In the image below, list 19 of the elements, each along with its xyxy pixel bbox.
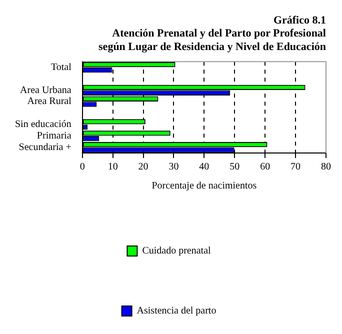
legend-label: Cuidado prenatal [142,246,212,257]
x-tick-label: 60 [260,162,270,173]
x-tick-label: 30 [168,162,179,173]
x-tick-label: 80 [321,162,331,173]
x-tick-label: 50 [230,162,240,173]
y-tick-label: Area Urbana [20,84,72,96]
legend-label: Asistencia del parto [136,306,216,317]
x-tick-label: 0 [80,162,85,173]
chart-title: Gráfico 8.1 Atención Prenatal y del Parto por Profesional según Lugar de Residencia y Nivel de Educación [98,14,326,53]
x-tick-label: 70 [290,162,301,173]
y-tick-label: Total [50,62,72,73]
y-tick-label: Primaria [36,130,72,142]
x-tick-label: 20 [138,162,148,173]
y-tick-label: Secundaria + [18,142,72,153]
x-tick-label: 40 [199,162,210,173]
y-tick-label: Sin educación [14,119,72,130]
x-axis-title: Porcentaje de nacimientos [152,180,257,192]
x-tick-label: 10 [108,162,118,173]
y-tick-label: Area Rural [27,96,72,108]
